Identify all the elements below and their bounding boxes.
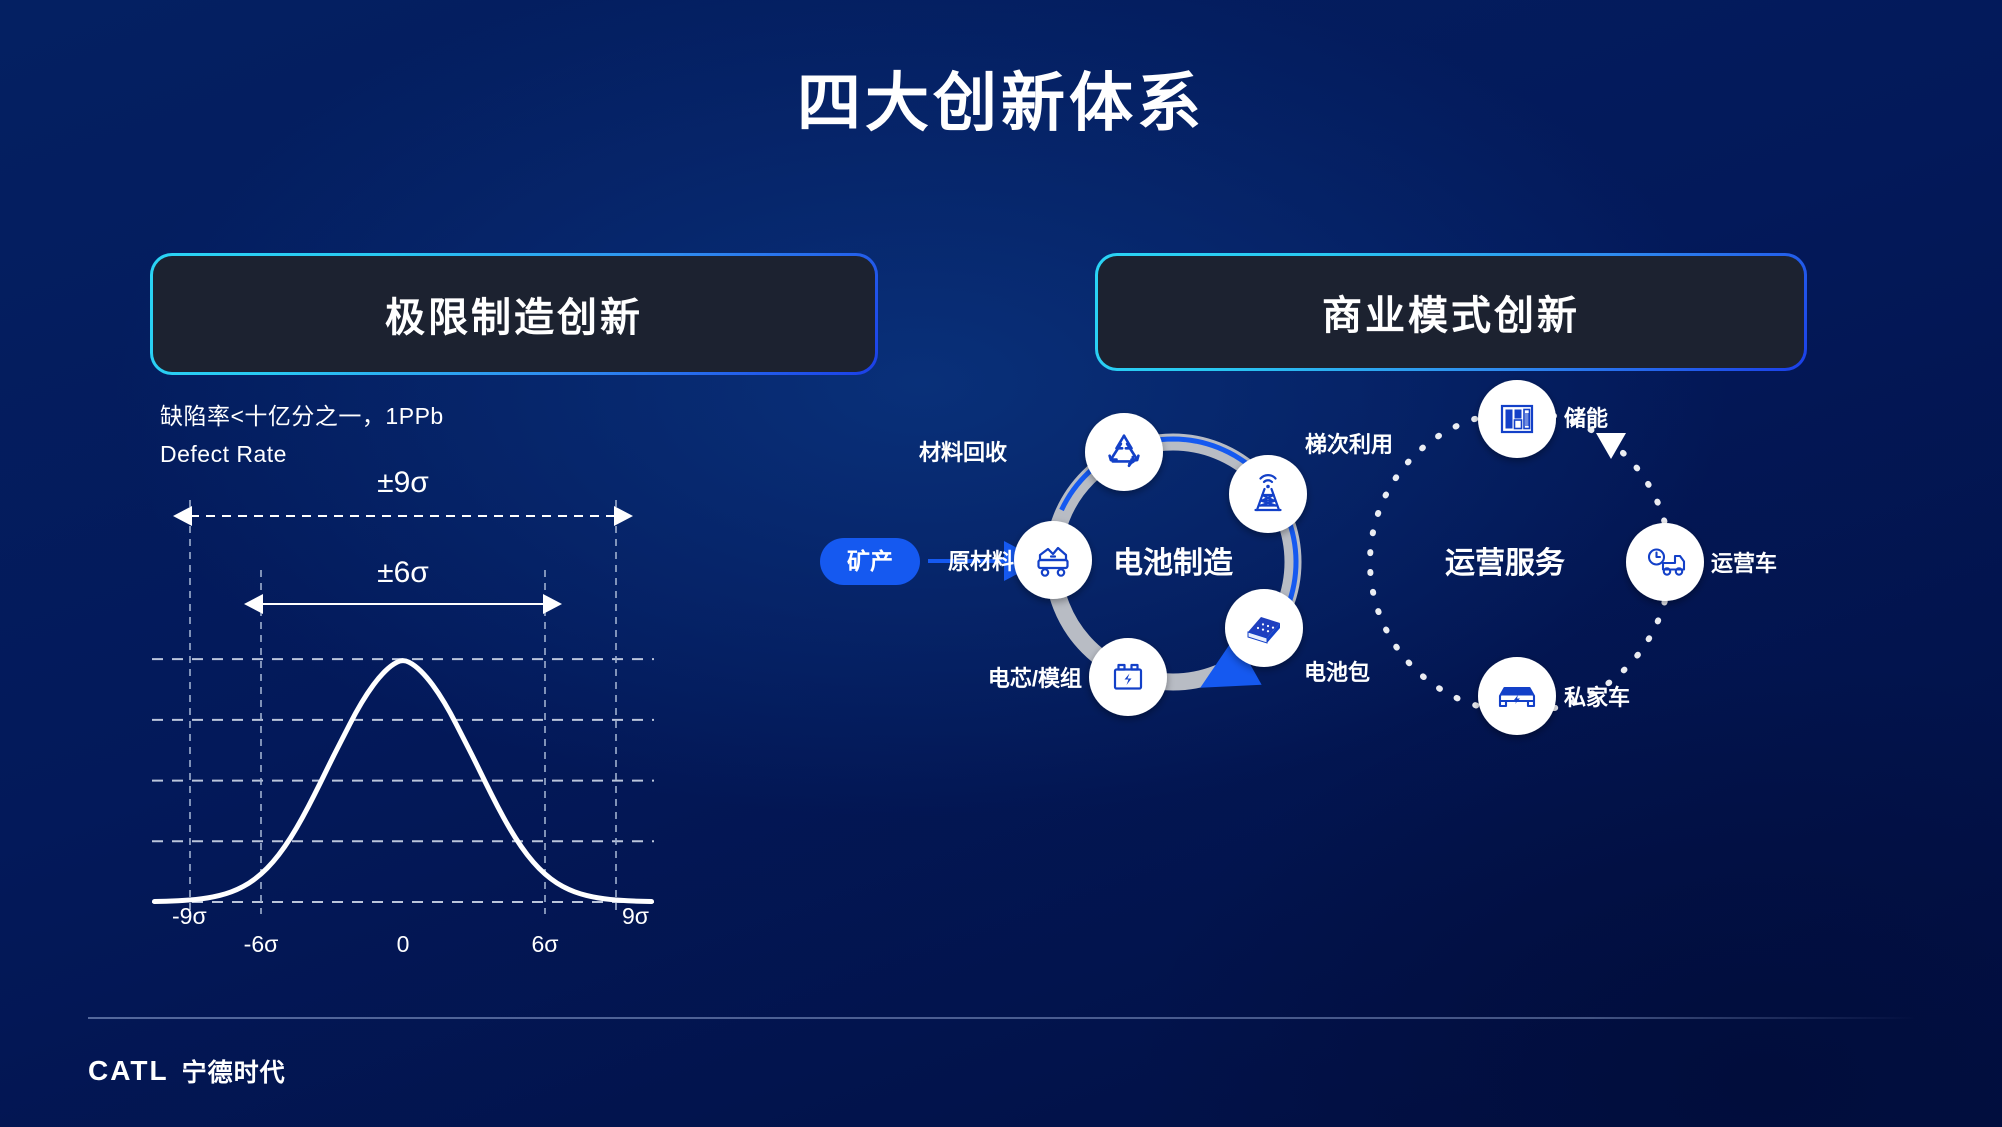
node-raw-material[interactable]: 原材料	[948, 521, 1092, 599]
delivery-truck-icon	[1647, 548, 1686, 576]
tower-icon	[1254, 474, 1282, 512]
chart-x-tick-label: 0	[397, 931, 410, 957]
annotation-label-6sigma: ±6σ	[377, 556, 429, 589]
right-cycle-arrowhead	[1596, 433, 1626, 459]
logo-latin-text: CATL	[88, 1055, 169, 1086]
energy-storage-icon	[1500, 404, 1534, 434]
private-car-icon	[1498, 686, 1536, 708]
normal-distribution-curve	[152, 658, 654, 905]
page-title: 四大创新体系	[797, 67, 1205, 139]
chart-x-tick-label: -9σ	[172, 903, 207, 929]
source-pill-group[interactable]: 矿产	[820, 538, 1042, 585]
node-label-cell-module: 电芯/模组	[988, 666, 1082, 691]
annotation-label-9sigma: ±9σ	[377, 466, 429, 499]
node-cell-module[interactable]: 电芯/模组	[988, 638, 1167, 716]
chart-x-tick-label: 9σ	[622, 903, 649, 929]
card-title-right: 商业模式创新	[1322, 294, 1580, 338]
right-cycle-center-label: 运营服务	[1445, 547, 1565, 580]
chart-x-tick-label: 6σ	[532, 931, 559, 957]
card-extreme-manufacturing[interactable]: 极限制造创新	[150, 253, 878, 375]
card-title-left: 极限制造创新	[385, 296, 643, 340]
card-inner: 极限制造创新	[153, 256, 875, 372]
card-business-model[interactable]: 商业模式创新	[1095, 253, 1807, 371]
defect-rate-chart: ±9σ ±6σ -9σ -6σ 0 6σ 9σ	[150, 466, 850, 1010]
raw-material-icon	[1037, 546, 1069, 577]
catl-logo: CATL 宁德时代	[88, 1053, 286, 1089]
defect-rate-subtitle-en: Defect Rate	[160, 441, 287, 467]
chart-gridlines-vertical	[189, 500, 617, 914]
logo-chinese-text: 宁德时代	[181, 1059, 286, 1087]
node-private-car[interactable]: 私家车	[1478, 657, 1630, 735]
node-circle	[1478, 657, 1556, 735]
battery-cell-icon	[1113, 663, 1143, 690]
node-label-energy-storage: 储能	[1564, 406, 1608, 431]
defect-rate-subtitle-cn: 缺陷率<十亿分之一，1PPb	[160, 403, 444, 429]
node-operating-vehicle[interactable]: 运营车	[1626, 523, 1777, 601]
node-echelon-utilization[interactable]: 梯次利用	[1229, 432, 1393, 533]
mineral-pill-label: 矿产	[847, 548, 893, 574]
battery-pack-icon	[1247, 617, 1280, 644]
business-model-diagram: 矿产	[820, 380, 1940, 920]
left-cycle-center-label: 电池制造	[1113, 547, 1233, 580]
chart-x-tick-label: -6σ	[244, 931, 279, 957]
node-label-raw-material: 原材料	[948, 549, 1014, 574]
node-label-private-car: 私家车	[1564, 685, 1630, 710]
chart-x-axis-labels: -9σ -6σ 0 6σ 9σ	[172, 903, 649, 957]
node-battery-pack[interactable]: 电池包	[1225, 589, 1370, 685]
node-label-echelon-utilization: 梯次利用	[1305, 432, 1393, 457]
recycle-icon	[1108, 434, 1140, 468]
node-energy-storage[interactable]: 储能	[1478, 380, 1608, 458]
node-material-recycling[interactable]: 材料回收	[919, 413, 1163, 491]
chart-gridlines-horizontal	[152, 658, 654, 903]
node-circle	[1085, 413, 1163, 491]
card-inner: 商业模式创新	[1098, 256, 1804, 368]
mineral-pill[interactable]	[820, 538, 920, 585]
node-circle	[1478, 380, 1556, 458]
footer-divider	[88, 1017, 1916, 1019]
node-label-battery-pack: 电池包	[1304, 660, 1370, 685]
node-label-material-recycling: 材料回收	[919, 440, 1007, 465]
node-label-operating-vehicle: 运营车	[1711, 551, 1777, 576]
